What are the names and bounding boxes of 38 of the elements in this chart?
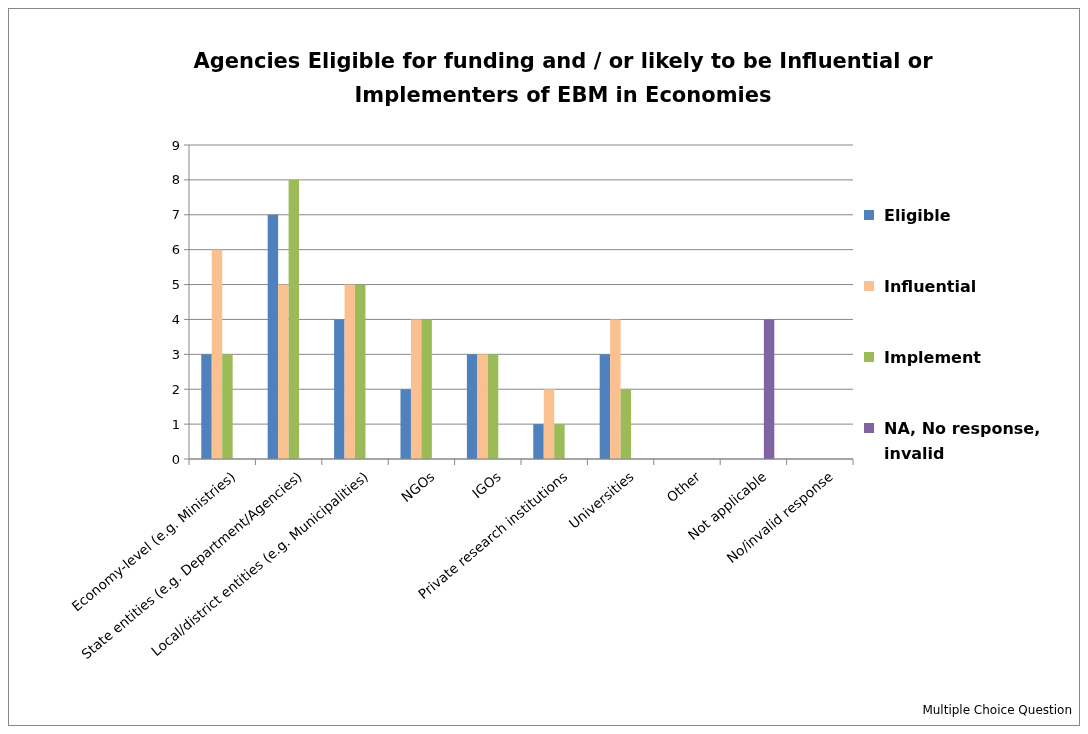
bar (599, 354, 611, 459)
bar (211, 249, 223, 459)
legend-label: Implement (884, 347, 982, 367)
y-tick-label: 4 (171, 311, 180, 327)
bar (610, 319, 621, 459)
bar (201, 354, 212, 459)
y-tick-label: 3 (171, 346, 180, 362)
y-tick-label: 9 (171, 137, 180, 153)
bar (466, 354, 478, 459)
y-tick-label: 0 (171, 451, 180, 467)
bar (288, 179, 300, 459)
y-tick-label: 1 (171, 416, 180, 432)
bar (410, 319, 422, 459)
bar (487, 354, 499, 459)
bar (344, 284, 355, 459)
y-tick-label: 5 (171, 277, 180, 293)
legend-label: NA, No response, invalid (884, 418, 1041, 463)
bar (543, 389, 555, 459)
bar (267, 214, 279, 459)
bar (278, 284, 289, 459)
bar (554, 424, 565, 459)
y-tick-label: 8 (171, 172, 180, 188)
bar (620, 389, 632, 459)
y-tick-label: 6 (171, 242, 180, 258)
bar (355, 284, 366, 459)
chart-title: Agencies Eligible for funding and / or likely to be Influential or Implementers of EBM in Economies (193, 49, 934, 107)
legend-label: Influential (884, 276, 977, 296)
legend-label: Eligible (884, 205, 951, 225)
y-tick-label: 2 (171, 381, 180, 397)
bar (334, 319, 345, 459)
bar (477, 354, 488, 459)
bar (763, 319, 775, 459)
bar (533, 424, 544, 459)
text: Multiple Choice Question (922, 703, 1072, 717)
bar (400, 389, 411, 459)
bar (222, 354, 233, 459)
y-tick-label: 7 (171, 207, 180, 223)
bar (421, 319, 432, 459)
